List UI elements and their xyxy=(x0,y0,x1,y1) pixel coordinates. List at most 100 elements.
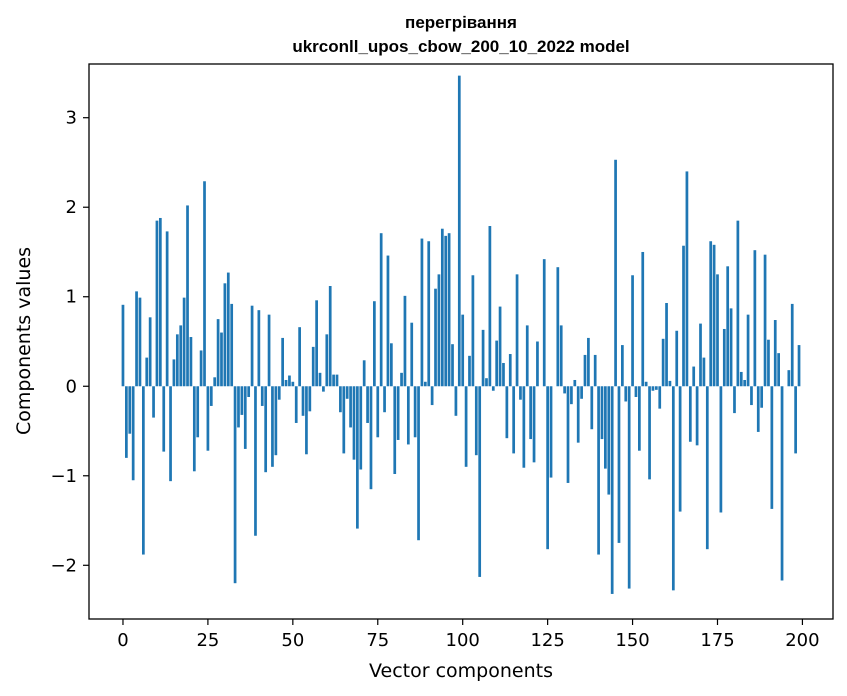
bar-132 xyxy=(570,386,573,405)
bar-52 xyxy=(298,327,301,387)
bar-6 xyxy=(142,386,145,555)
bar-125 xyxy=(546,386,549,550)
bar-118 xyxy=(522,386,526,468)
bar-155 xyxy=(648,386,651,480)
bar-17 xyxy=(179,325,183,387)
bar-69 xyxy=(356,386,359,529)
y-tick-label-2: 2 xyxy=(66,197,77,218)
y-tick-label-0: 0 xyxy=(66,376,77,397)
bar-72 xyxy=(366,386,369,423)
bar-55 xyxy=(308,386,312,412)
bar-119 xyxy=(525,325,529,387)
bar-172 xyxy=(705,386,709,550)
bar-121 xyxy=(532,386,536,463)
bar-185 xyxy=(750,386,753,406)
bar-153 xyxy=(641,251,645,387)
bar-43 xyxy=(267,314,271,387)
bar-74 xyxy=(373,301,376,387)
bar-21 xyxy=(192,386,196,472)
bar-167 xyxy=(688,386,692,442)
bar-91 xyxy=(430,386,434,406)
bar-89 xyxy=(423,381,427,387)
y-tick-label--2: −2 xyxy=(50,555,77,576)
bar-8 xyxy=(148,317,152,387)
bar-98 xyxy=(454,386,458,416)
bar-107 xyxy=(485,378,488,387)
bar-31 xyxy=(226,272,230,387)
bar-28 xyxy=(216,319,220,387)
bar-182 xyxy=(739,371,743,387)
bar-154 xyxy=(644,381,648,387)
bar-66 xyxy=(345,386,349,399)
bar-164 xyxy=(678,386,682,512)
bar-10 xyxy=(155,220,159,387)
bar-50 xyxy=(291,381,295,387)
bar-86 xyxy=(413,386,417,438)
y-axis: −2 −1 0 1 2 3 xyxy=(50,108,89,576)
x-tick-label-175: 175 xyxy=(700,630,734,651)
bar-174 xyxy=(712,244,716,387)
bar-105 xyxy=(478,386,482,577)
bar-197 xyxy=(790,303,794,387)
bar-106 xyxy=(481,329,485,387)
bar-25 xyxy=(206,386,210,451)
bar-59 xyxy=(322,386,325,392)
chart-title: перегрівання xyxy=(405,13,517,32)
bar-18 xyxy=(182,297,186,387)
bar-128 xyxy=(556,267,560,387)
bar-84 xyxy=(406,386,410,445)
bar-181 xyxy=(736,220,740,387)
bar-176 xyxy=(719,386,723,513)
bar-177 xyxy=(722,328,726,387)
x-tick-label-25: 25 xyxy=(196,630,219,651)
bar-139 xyxy=(593,354,597,387)
bar-149 xyxy=(627,386,631,589)
bar-159 xyxy=(661,338,665,387)
y-tick-label-3: 3 xyxy=(66,108,77,129)
bar-169 xyxy=(695,386,699,446)
x-tick-label-200: 200 xyxy=(785,630,819,651)
x-tick-label-125: 125 xyxy=(530,630,564,651)
bar-56 xyxy=(311,346,315,387)
bar-183 xyxy=(743,379,747,387)
bar-5 xyxy=(138,297,142,387)
bar-194 xyxy=(780,386,784,581)
bar-71 xyxy=(362,360,366,387)
bar-134 xyxy=(576,386,580,443)
bar-141 xyxy=(600,386,604,440)
bar-152 xyxy=(638,386,641,451)
bar-178 xyxy=(726,266,730,387)
bar-68 xyxy=(352,386,356,460)
bar-157 xyxy=(654,386,658,390)
bar-189 xyxy=(763,254,767,387)
bar-94 xyxy=(440,228,444,387)
bar-46 xyxy=(277,386,281,400)
bar-95 xyxy=(444,235,448,387)
bar-47 xyxy=(281,337,284,387)
bar-37 xyxy=(247,386,251,397)
bar-4 xyxy=(135,291,138,387)
x-tick-label-150: 150 xyxy=(615,630,649,651)
bar-144 xyxy=(610,386,614,594)
bar-190 xyxy=(767,339,770,387)
bar-163 xyxy=(675,330,679,387)
y-tick-label-1: 1 xyxy=(66,287,77,308)
bar-124 xyxy=(542,259,546,387)
bar-137 xyxy=(587,337,590,387)
bar-70 xyxy=(359,386,363,470)
bar-49 xyxy=(288,375,291,387)
bar-77 xyxy=(383,386,386,413)
bar-65 xyxy=(342,386,346,454)
bar-88 xyxy=(420,238,424,387)
bar-146 xyxy=(617,386,621,543)
bar-143 xyxy=(607,386,611,495)
bar-27 xyxy=(213,377,217,387)
bar-168 xyxy=(692,366,696,387)
bar-76 xyxy=(379,233,383,387)
bar-198 xyxy=(794,386,797,454)
bar-63 xyxy=(335,374,339,387)
plot-frame xyxy=(88,63,834,620)
bar-196 xyxy=(787,370,791,387)
bar-187 xyxy=(756,386,760,432)
bar-136 xyxy=(583,354,587,387)
